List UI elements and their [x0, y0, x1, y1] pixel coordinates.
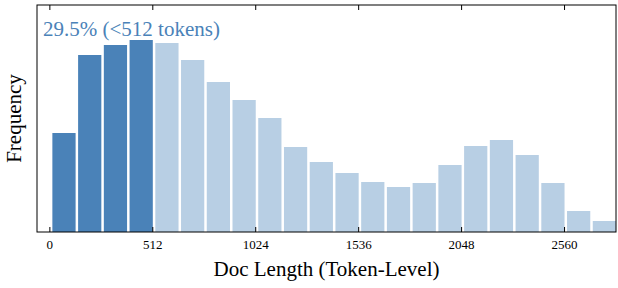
- x-tick: [358, 227, 359, 232]
- bar: [78, 55, 101, 232]
- bar: [52, 133, 75, 232]
- bar: [104, 45, 127, 232]
- bar: [155, 43, 178, 232]
- x-tick: [255, 227, 256, 232]
- bar: [438, 165, 461, 232]
- bar: [284, 147, 307, 232]
- x-axis-label: Doc Length (Token-Level): [214, 257, 440, 281]
- bar: [387, 187, 410, 232]
- bar: [335, 173, 358, 232]
- x-tick-top: [461, 5, 462, 10]
- x-tick: [49, 227, 50, 232]
- bar: [310, 162, 333, 232]
- bar: [490, 140, 513, 232]
- x-tick-top: [152, 5, 153, 10]
- bar: [361, 182, 384, 232]
- y-axis-label: Frequency: [2, 74, 26, 163]
- annotation: 29.5% (<512 tokens): [43, 17, 220, 41]
- bar: [593, 221, 616, 232]
- x-tick-label: 1536: [346, 237, 373, 252]
- bar: [130, 40, 153, 232]
- x-tick-label: 2048: [449, 237, 475, 252]
- bar: [233, 100, 256, 232]
- frame: [37, 5, 616, 232]
- chart: 0 512 1024 1536 2048 2560 Doc Length (Token-Le…: [0, 0, 618, 288]
- x-tick-label: 512: [143, 237, 163, 252]
- bar: [464, 146, 487, 232]
- bar: [258, 118, 281, 232]
- bar: [181, 60, 204, 232]
- x-tick-label: 0: [47, 237, 54, 252]
- bars: [52, 40, 616, 232]
- bar: [413, 183, 436, 232]
- x-tick: [461, 227, 462, 232]
- x-tick-top: [564, 5, 565, 10]
- x-tick: [152, 227, 153, 232]
- bar: [516, 155, 539, 232]
- x-tick-top: [255, 5, 256, 10]
- bar: [541, 183, 564, 232]
- x-tick-top: [49, 5, 50, 10]
- x-tick: [564, 227, 565, 232]
- x-tick-label: 1024: [243, 237, 270, 252]
- bar: [567, 211, 590, 232]
- x-tick-top: [358, 5, 359, 10]
- bar: [207, 82, 230, 232]
- x-tick-label: 2560: [552, 237, 578, 252]
